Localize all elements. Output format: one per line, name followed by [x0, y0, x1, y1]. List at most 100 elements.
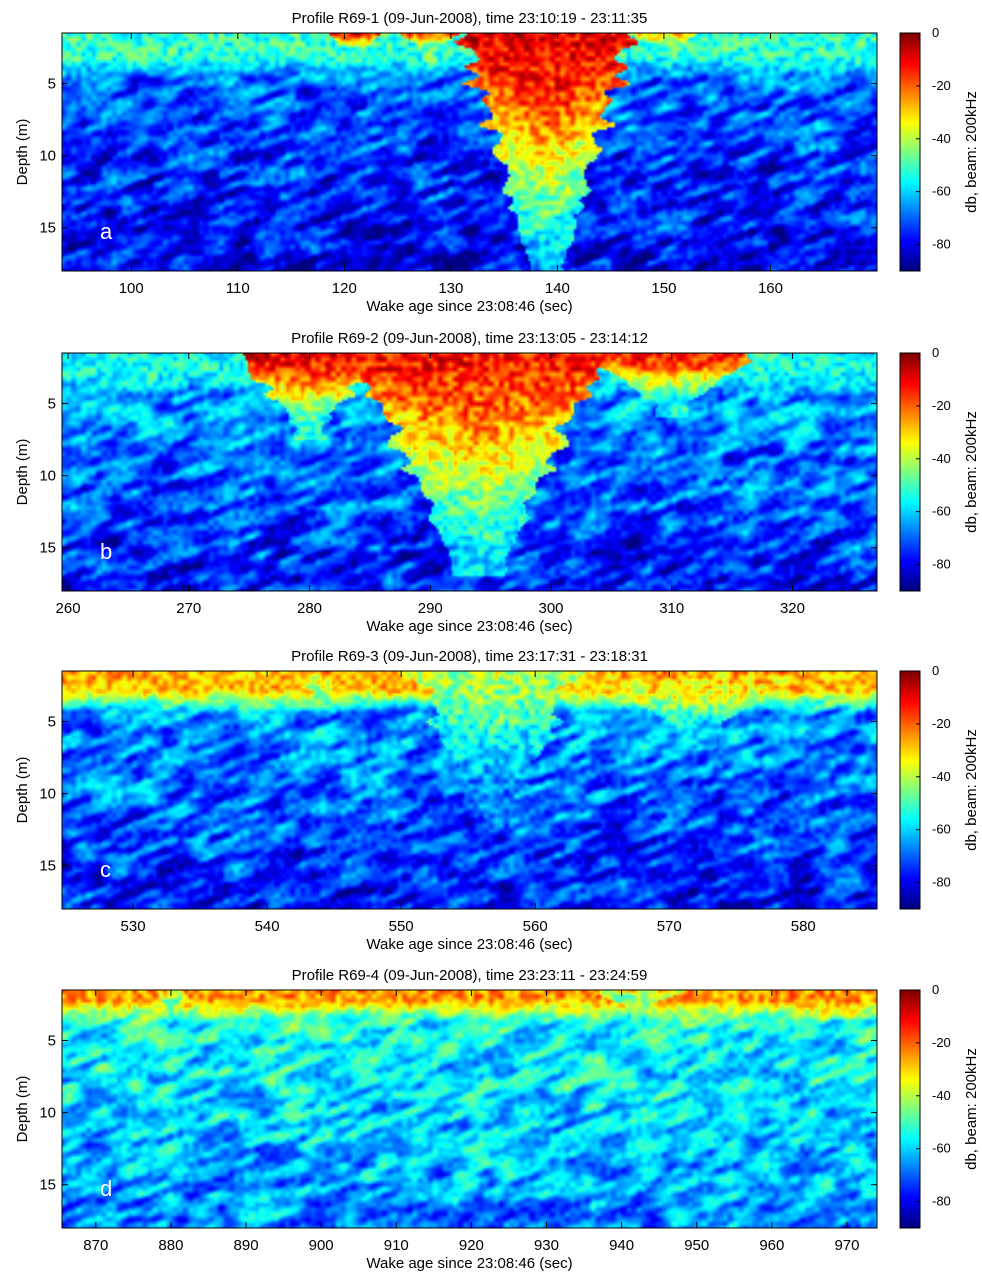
colorbar-tick-label: -20 — [932, 78, 951, 93]
plot-frame — [61, 670, 878, 910]
x-tick-label: 930 — [534, 1237, 559, 1254]
colorbar-tick-label: -60 — [932, 822, 951, 837]
colorbar-tick-label: -80 — [932, 875, 951, 890]
colorbar-tick-label: -80 — [932, 237, 951, 252]
x-tick-label: 580 — [791, 918, 816, 935]
colorbar-gradient — [900, 671, 920, 909]
x-tick-label: 900 — [309, 1237, 334, 1254]
panel-letter: b — [100, 539, 112, 564]
x-axis-label: Wake age since 23:08:46 (sec) — [366, 1255, 572, 1272]
y-tick-label: 5 — [48, 713, 56, 730]
x-tick-label: 100 — [119, 280, 144, 297]
panel-title: Profile R69-3 (09-Jun-2008), time 23:17:… — [291, 648, 648, 665]
x-tick-label: 530 — [121, 918, 146, 935]
colorbar-frame — [899, 352, 921, 592]
x-tick-label: 320 — [780, 600, 805, 617]
colorbar: 0 -20 -40 -60 -80 db, beam: 200kHz — [899, 663, 980, 910]
x-tick-label: 920 — [459, 1237, 484, 1254]
colorbar-tick-label: -40 — [932, 131, 951, 146]
colorbar-tick-label: -40 — [932, 451, 951, 466]
colorbar-tick-label: 0 — [932, 25, 939, 40]
panel-b: Profile R69-2 (09-Jun-2008), time 23:13:… — [14, 330, 980, 635]
x-tick-label: 870 — [83, 1237, 108, 1254]
x-axis-label: Wake age since 23:08:46 (sec) — [366, 936, 572, 953]
x-tick-label: 270 — [176, 600, 201, 617]
x-axis-label: Wake age since 23:08:46 (sec) — [366, 618, 572, 635]
colorbar: 0 -20 -40 -60 -80 db, beam: 200kHz — [899, 25, 980, 272]
colorbar-tick-label: -60 — [932, 504, 951, 519]
x-tick-label: 950 — [684, 1237, 709, 1254]
y-axis-label: Depth (m) — [14, 439, 31, 506]
x-tick-label: 280 — [297, 600, 322, 617]
colorbar-frame — [899, 32, 921, 272]
colorbar-tick-label: -20 — [932, 398, 951, 413]
x-tick-label: 260 — [56, 600, 81, 617]
colorbar-gradient — [900, 33, 920, 271]
panel-a: Profile R69-1 (09-Jun-2008), time 23:10:… — [14, 10, 980, 315]
x-tick-label: 560 — [523, 918, 548, 935]
panel-title: Profile R69-2 (09-Jun-2008), time 23:13:… — [291, 330, 648, 347]
y-tick-label: 15 — [39, 220, 56, 237]
colorbar-frame — [899, 670, 921, 910]
y-tick-label: 15 — [39, 540, 56, 557]
colorbar-label: db, beam: 200kHz — [963, 729, 980, 851]
colorbar-tick-label: -60 — [932, 184, 951, 199]
colorbar-label: db, beam: 200kHz — [963, 91, 980, 213]
y-axis-label: Depth (m) — [14, 119, 31, 186]
colorbar-tick-label: 0 — [932, 982, 939, 997]
panel-d: Profile R69-4 (09-Jun-2008), time 23:23:… — [14, 967, 980, 1272]
y-tick-label: 10 — [39, 468, 56, 485]
x-tick-label: 880 — [158, 1237, 183, 1254]
colorbar-tick-label: -80 — [932, 1194, 951, 1209]
x-tick-label: 300 — [538, 600, 563, 617]
x-tick-label: 150 — [651, 280, 676, 297]
x-tick-label: 570 — [657, 918, 682, 935]
colorbar-tick-label: -40 — [932, 769, 951, 784]
colorbar-label: db, beam: 200kHz — [963, 411, 980, 533]
heatmap-image — [62, 33, 877, 271]
y-tick-label: 15 — [39, 858, 56, 875]
x-tick-label: 310 — [659, 600, 684, 617]
heatmap-image — [62, 990, 877, 1228]
x-tick-label: 130 — [438, 280, 463, 297]
x-tick-label: 120 — [332, 280, 357, 297]
x-tick-label: 940 — [609, 1237, 634, 1254]
colorbar-tick-label: -80 — [932, 557, 951, 572]
colorbar-tick-label: -40 — [932, 1088, 951, 1103]
panel-letter: d — [100, 1176, 112, 1201]
colorbar-gradient — [900, 353, 920, 591]
colorbar-gradient — [900, 990, 920, 1228]
y-axis-label: Depth (m) — [14, 1076, 31, 1143]
heatmap-image — [62, 671, 877, 909]
x-tick-label: 290 — [418, 600, 443, 617]
colorbar-tick-label: -20 — [932, 1035, 951, 1050]
colorbar-tick-label: 0 — [932, 345, 939, 360]
y-tick-label: 5 — [48, 1032, 56, 1049]
panel-letter: c — [100, 857, 111, 882]
plot-frame — [61, 32, 878, 272]
x-tick-label: 550 — [389, 918, 414, 935]
panel-c: Profile R69-3 (09-Jun-2008), time 23:17:… — [14, 648, 980, 953]
y-tick-label: 5 — [48, 395, 56, 412]
colorbar: 0 -20 -40 -60 -80 db, beam: 200kHz — [899, 982, 980, 1229]
y-tick-label: 15 — [39, 1177, 56, 1194]
y-tick-label: 10 — [39, 148, 56, 165]
colorbar-tick-label: 0 — [932, 663, 939, 678]
heatmap-image — [62, 353, 877, 591]
x-axis-label: Wake age since 23:08:46 (sec) — [366, 298, 572, 315]
x-tick-label: 160 — [758, 280, 783, 297]
y-tick-label: 10 — [39, 1105, 56, 1122]
x-tick-label: 140 — [545, 280, 570, 297]
colorbar-tick-label: -20 — [932, 716, 951, 731]
panel-title: Profile R69-4 (09-Jun-2008), time 23:23:… — [292, 967, 648, 984]
colorbar-label: db, beam: 200kHz — [963, 1048, 980, 1170]
y-tick-label: 5 — [48, 75, 56, 92]
y-axis-label: Depth (m) — [14, 757, 31, 824]
x-tick-label: 890 — [234, 1237, 259, 1254]
colorbar-frame — [899, 989, 921, 1229]
x-tick-label: 970 — [834, 1237, 859, 1254]
x-tick-label: 110 — [226, 280, 250, 297]
panel-title: Profile R69-1 (09-Jun-2008), time 23:10:… — [292, 10, 648, 27]
x-tick-label: 910 — [384, 1237, 409, 1254]
